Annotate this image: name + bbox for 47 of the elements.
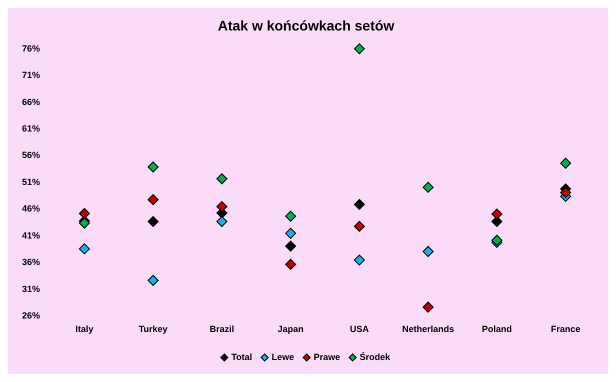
y-tick-label: 41% (22, 230, 40, 240)
point (354, 198, 365, 210)
x-tick-label: Italy (75, 324, 94, 334)
x-tick-label: Netherlands (402, 324, 454, 334)
x-tick-label: France (550, 324, 580, 334)
legend-label: Środek (360, 352, 392, 362)
x-tick-label: Turkey (138, 324, 168, 334)
point (560, 158, 572, 169)
y-tick-label: 46% (22, 204, 40, 214)
x-tick-label: Japan (278, 324, 304, 334)
point (285, 210, 296, 222)
legend-label: Prawe (314, 352, 340, 362)
x-tick-label: Poland (482, 324, 512, 334)
y-tick-label: 66% (22, 96, 40, 107)
point (354, 254, 365, 266)
point (285, 228, 296, 239)
legend-label: Lewe (272, 352, 294, 362)
y-tick-label: 76% (22, 43, 40, 54)
y-tick-label: 36% (22, 257, 40, 268)
point (148, 161, 159, 172)
point (78, 208, 90, 220)
point (560, 187, 572, 198)
y-tick-label: 31% (22, 284, 40, 294)
legend-label: Total (231, 352, 252, 362)
point (285, 258, 296, 270)
point (216, 216, 228, 228)
point (148, 216, 159, 228)
y-tick-label: 26% (22, 310, 40, 321)
point (354, 220, 365, 232)
y-tick-label: 71% (22, 70, 40, 80)
point (78, 243, 90, 254)
point (285, 240, 296, 252)
point (148, 274, 159, 286)
point (148, 194, 159, 206)
chart-title: Atak w końcówkach setów (218, 17, 394, 34)
point (216, 201, 228, 212)
y-tick-label: 56% (22, 150, 40, 160)
point (216, 173, 228, 184)
x-tick-label: USA (350, 324, 370, 334)
point (491, 208, 502, 220)
x-tick-label: Brazil (210, 324, 234, 334)
point (422, 246, 434, 257)
y-tick-label: 51% (22, 176, 40, 187)
point (422, 182, 434, 193)
point (354, 43, 365, 54)
y-tick-label: 61% (22, 124, 40, 134)
point (422, 302, 434, 313)
